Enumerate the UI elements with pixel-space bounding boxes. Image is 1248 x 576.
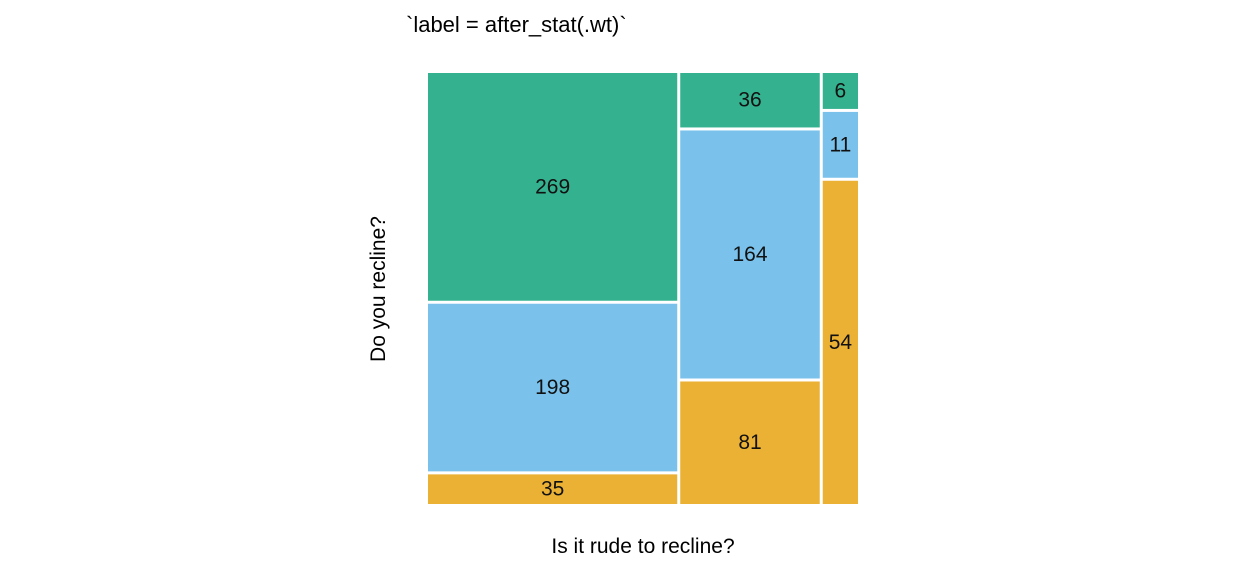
chart-title: `label = after_stat(.wt)`: [406, 12, 627, 37]
tile-value-label: 35: [541, 478, 564, 501]
mosaic-tile: [428, 474, 678, 504]
mosaic-tile: [680, 381, 820, 504]
x-axis-label: Is it rude to recline?: [551, 535, 735, 558]
mosaic-tile: [822, 111, 858, 178]
mosaic-tile: [680, 130, 820, 379]
tile-value-label: 81: [738, 431, 761, 454]
y-axis-label: Do you recline?: [367, 216, 390, 362]
tile-value-label: 269: [535, 175, 570, 198]
mosaic-labels: 269 198 35 36 164 81 6 11 54: [535, 79, 852, 500]
mosaic-tile: [822, 73, 858, 109]
mosaic-tiles: [428, 73, 858, 504]
tile-value-label: 6: [835, 79, 847, 102]
mosaic-tile: [428, 303, 678, 472]
tile-value-label: 11: [829, 133, 851, 156]
mosaic-tile: [680, 73, 820, 128]
tile-value-label: 198: [535, 376, 570, 399]
tile-value-label: 36: [738, 89, 761, 112]
mosaic-tile: [428, 73, 678, 301]
mosaic-tile: [822, 180, 858, 504]
tile-value-label: 54: [829, 331, 853, 354]
tile-value-label: 164: [732, 243, 767, 266]
